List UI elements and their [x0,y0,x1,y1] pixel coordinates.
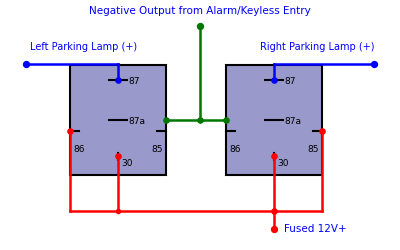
Text: 87a: 87a [285,117,302,126]
Text: 86: 86 [229,145,241,154]
Text: 87: 87 [285,77,296,86]
Text: 87: 87 [129,77,140,86]
FancyBboxPatch shape [70,65,166,175]
Text: 86: 86 [73,145,85,154]
Text: 85: 85 [307,145,319,154]
Text: Negative Output from Alarm/Keyless Entry: Negative Output from Alarm/Keyless Entry [89,6,311,16]
FancyBboxPatch shape [226,65,322,175]
Text: Fused 12V+: Fused 12V+ [284,224,347,234]
Text: 85: 85 [151,145,163,154]
Text: Right Parking Lamp (+): Right Parking Lamp (+) [260,42,374,52]
Text: 30: 30 [121,159,133,168]
Text: 30: 30 [277,159,289,168]
Text: 87a: 87a [129,117,146,126]
Text: Left Parking Lamp (+): Left Parking Lamp (+) [30,42,137,52]
